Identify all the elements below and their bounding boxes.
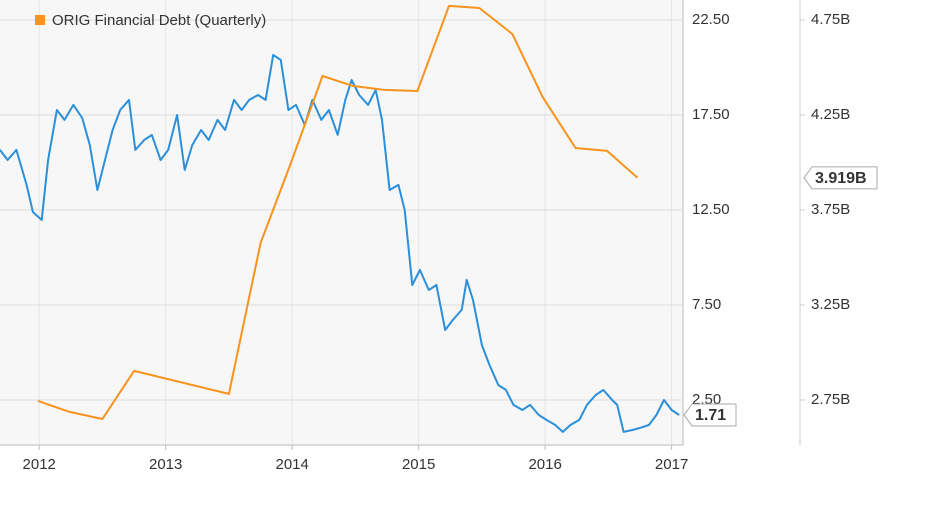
legend-swatch (35, 15, 45, 25)
y2-tick-label: 4.25B (811, 106, 850, 123)
y-tick-label: 12.50 (692, 201, 730, 218)
value-label: 1.71 (695, 407, 726, 424)
value-callout (683, 403, 737, 427)
plot-area (0, 0, 683, 445)
y2-tick-label: 3.25B (811, 296, 850, 313)
y-tick-label: 7.50 (692, 296, 721, 313)
x-tick-label: 2012 (23, 456, 56, 473)
x-tick-label: 2013 (149, 456, 182, 473)
y2-tick-label: 2.75B (811, 391, 850, 408)
x-tick-label: 2015 (402, 456, 435, 473)
value-callout (803, 166, 878, 190)
y-tick-label: 17.50 (692, 106, 730, 123)
y2-tick-label: 4.75B (811, 11, 850, 28)
series-line (37, 4, 639, 420)
series-line (0, 53, 680, 433)
value-label: 3.919B (815, 170, 867, 187)
x-tick-label: 2014 (275, 456, 308, 473)
legend-label: ORIG Financial Debt (Quarterly) (52, 12, 266, 29)
y-tick-label: 22.50 (692, 11, 730, 28)
y2-tick-label: 3.75B (811, 201, 850, 218)
x-tick-label: 2016 (528, 456, 561, 473)
x-tick-label: 2017 (655, 456, 688, 473)
